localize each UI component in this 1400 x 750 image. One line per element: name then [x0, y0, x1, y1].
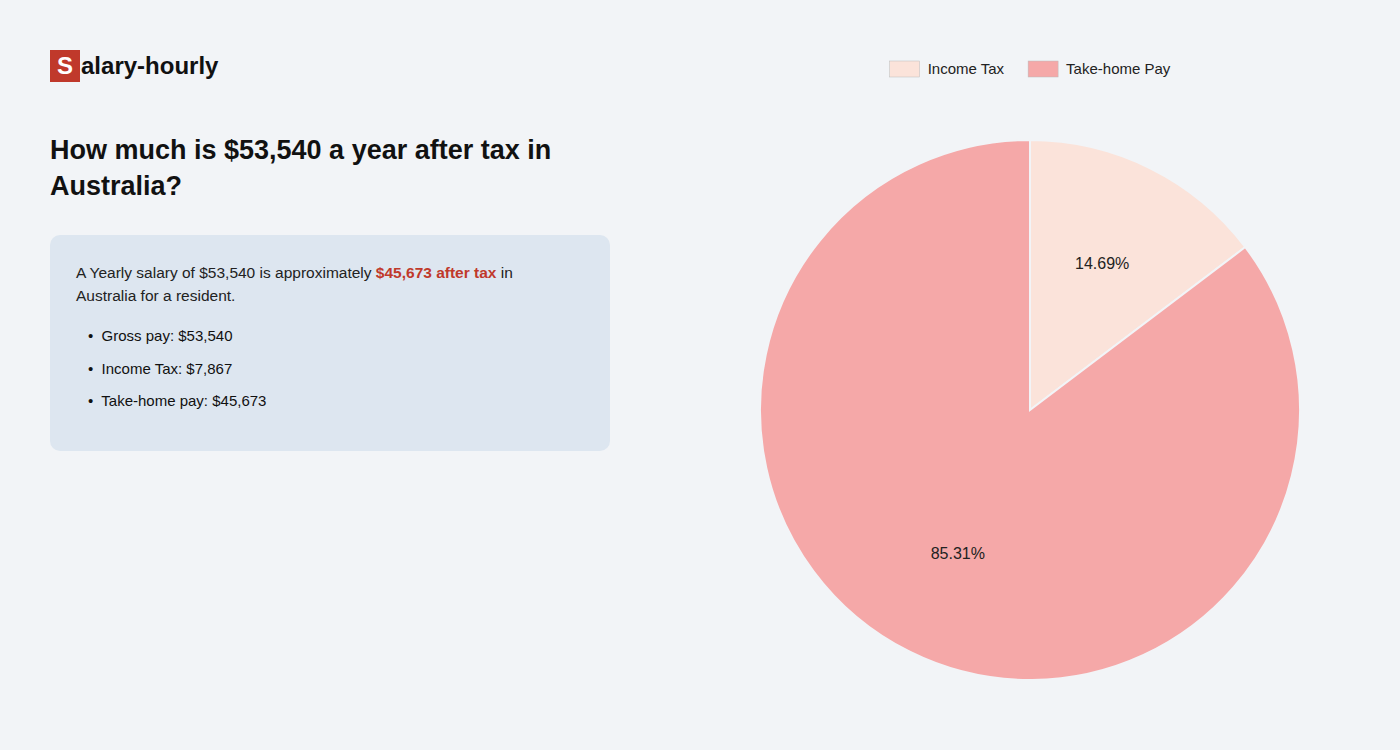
logo: Salary-hourly	[50, 50, 630, 82]
bullet-item: • Gross pay: $53,540	[88, 325, 584, 348]
data-label: 85.31%	[931, 545, 985, 562]
info-text: A Yearly salary of $53,540 is approximat…	[76, 264, 376, 281]
bullet-item: • Income Tax: $7,867	[88, 358, 584, 381]
data-labels: 14.69% 85.31%	[931, 255, 1130, 562]
logo-letter: S	[50, 50, 80, 82]
pie-chart: 14.69% 85.31% Income Tax Take-home Pay	[660, 0, 1400, 750]
legend-label: Take-home Pay	[1066, 60, 1171, 77]
legend-swatch	[1028, 61, 1058, 77]
info-line: Australia for a resident.	[76, 284, 584, 307]
info-highlight: $45,673 after tax	[376, 264, 497, 281]
info-text: Australia for a resident.	[76, 287, 235, 304]
data-label: 14.69%	[1075, 255, 1129, 272]
logo-text: alary-hourly	[81, 52, 218, 80]
legend-item: Income Tax	[890, 60, 1005, 77]
slices	[760, 140, 1300, 680]
bullet-list: • Gross pay: $53,540 • Income Tax: $7,867…	[76, 325, 584, 413]
legend-item: Take-home Pay	[1028, 60, 1171, 77]
legend-label: Income Tax	[928, 60, 1005, 77]
info-line: A Yearly salary of $53,540 is approximat…	[76, 261, 584, 284]
info-box: A Yearly salary of $53,540 is approximat…	[50, 235, 610, 451]
title: How much is $53,540 a year after tax in …	[50, 132, 630, 205]
legend: Income Tax Take-home Pay	[890, 60, 1171, 77]
legend-swatch	[890, 61, 920, 77]
info-text: in	[496, 264, 512, 281]
bullet-item: • Take-home pay: $45,673	[88, 390, 584, 413]
text-panel: Salary-hourly How much is $53,540 a year …	[0, 0, 660, 750]
pie-panel: 14.69% 85.31% Income Tax Take-home Pay	[660, 0, 1400, 750]
pie-slice	[760, 140, 1300, 680]
